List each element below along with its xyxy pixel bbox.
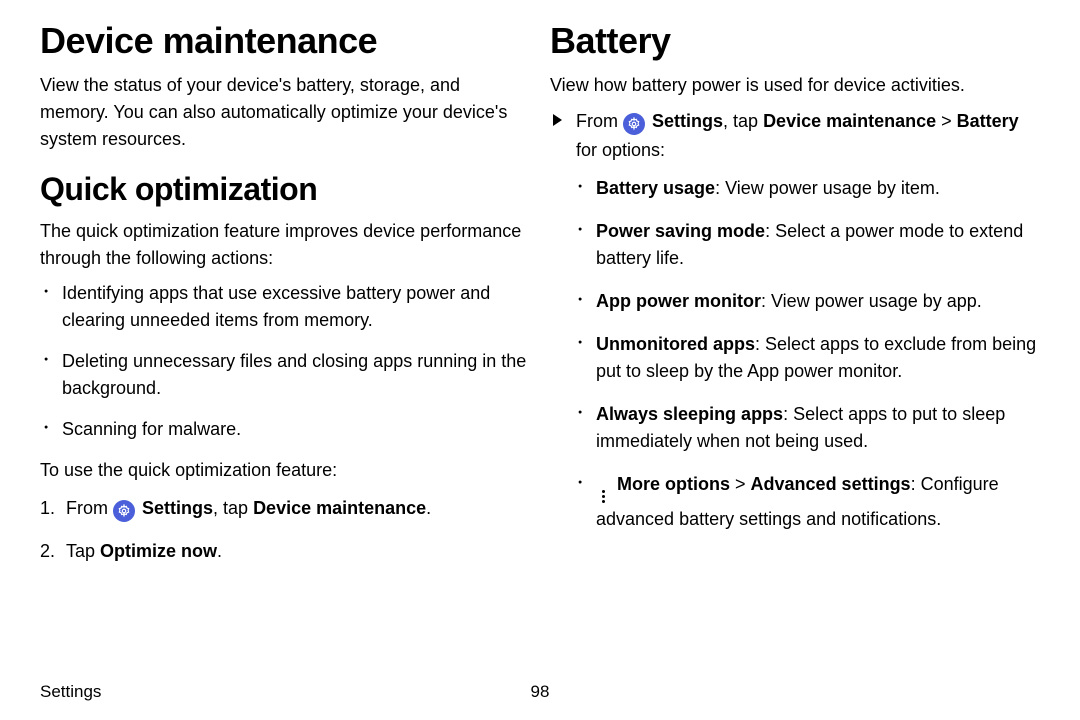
footer-section-label: Settings — [40, 682, 101, 702]
step-2: 2. Tap Optimize now. — [40, 537, 530, 566]
list-item: More options > Advanced settings: Config… — [576, 471, 1040, 534]
battery-nav-instruction: From Settings, tap Device maintenance > … — [550, 107, 1040, 165]
battery-options-list: Battery usage: View power usage by item.… — [550, 175, 1040, 534]
settings-label: Settings — [142, 498, 213, 518]
more-options-label: More options — [617, 474, 730, 494]
step-text-post: . — [217, 541, 222, 561]
heading-device-maintenance: Device maintenance — [40, 20, 530, 62]
more-options-icon — [596, 486, 610, 506]
left-column: Device maintenance View the status of yo… — [40, 20, 530, 670]
intro-quick-optimization: The quick optimization feature improves … — [40, 218, 530, 272]
page-columns: Device maintenance View the status of yo… — [0, 0, 1080, 670]
list-item: Unmonitored apps: Select apps to exclude… — [576, 331, 1040, 385]
list-item: Always sleeping apps: Select apps to put… — [576, 401, 1040, 455]
gt: > — [730, 474, 751, 494]
device-maintenance-label: Device maintenance — [253, 498, 426, 518]
option-title: Power saving mode — [596, 221, 765, 241]
settings-icon — [623, 113, 645, 135]
page-footer: Settings 98 — [40, 682, 1040, 702]
heading-battery: Battery — [550, 20, 1040, 62]
list-item: Scanning for malware. — [40, 416, 530, 443]
quick-opt-bullet-list: Identifying apps that use excessive batt… — [40, 280, 530, 443]
footer-page-number: 98 — [531, 682, 550, 702]
step-number: 1. — [40, 494, 55, 523]
optimize-now-label: Optimize now — [100, 541, 217, 561]
quick-opt-steps: 1. From Settings, tap Device maintenance… — [40, 494, 530, 566]
right-column: Battery View how battery power is used f… — [550, 20, 1040, 670]
list-item: App power monitor: View power usage by a… — [576, 288, 1040, 315]
option-title: Always sleeping apps — [596, 404, 783, 424]
text-pre: From — [576, 111, 623, 131]
advanced-settings-label: Advanced settings — [751, 474, 911, 494]
option-desc: : View power usage by app. — [761, 291, 982, 311]
option-title: Unmonitored apps — [596, 334, 755, 354]
list-item: Identifying apps that use excessive batt… — [40, 280, 530, 334]
step-text-pre: From — [66, 498, 113, 518]
intro-battery: View how battery power is used for devic… — [550, 72, 1040, 99]
step-1: 1. From Settings, tap Device maintenance… — [40, 494, 530, 523]
text-post: for options: — [576, 140, 665, 160]
intro-device-maintenance: View the status of your device's battery… — [40, 72, 530, 153]
text-mid: , tap — [723, 111, 763, 131]
step-number: 2. — [40, 537, 55, 566]
settings-icon — [113, 500, 135, 522]
list-item: Battery usage: View power usage by item. — [576, 175, 1040, 202]
device-maintenance-label: Device maintenance — [763, 111, 936, 131]
option-title: Battery usage — [596, 178, 715, 198]
to-use-label: To use the quick optimization feature: — [40, 457, 530, 484]
option-title: App power monitor — [596, 291, 761, 311]
heading-quick-optimization: Quick optimization — [40, 171, 530, 208]
option-desc: : View power usage by item. — [715, 178, 940, 198]
list-item: Deleting unnecessary files and closing a… — [40, 348, 530, 402]
step-text-post: . — [426, 498, 431, 518]
step-text-mid: , tap — [213, 498, 253, 518]
list-item: Power saving mode: Select a power mode t… — [576, 218, 1040, 272]
battery-label: Battery — [957, 111, 1019, 131]
step-text-pre: Tap — [66, 541, 100, 561]
gt: > — [936, 111, 957, 131]
settings-label: Settings — [652, 111, 723, 131]
